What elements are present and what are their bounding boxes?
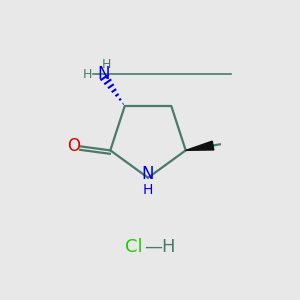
- Text: Cl: Cl: [125, 238, 143, 256]
- Text: N: N: [142, 165, 154, 183]
- Text: —H: —H: [144, 238, 176, 256]
- Text: H: H: [82, 68, 92, 81]
- Text: O: O: [67, 137, 80, 155]
- Text: H: H: [101, 58, 111, 71]
- Text: N: N: [98, 65, 110, 83]
- Text: H: H: [143, 183, 153, 196]
- Polygon shape: [186, 141, 214, 150]
